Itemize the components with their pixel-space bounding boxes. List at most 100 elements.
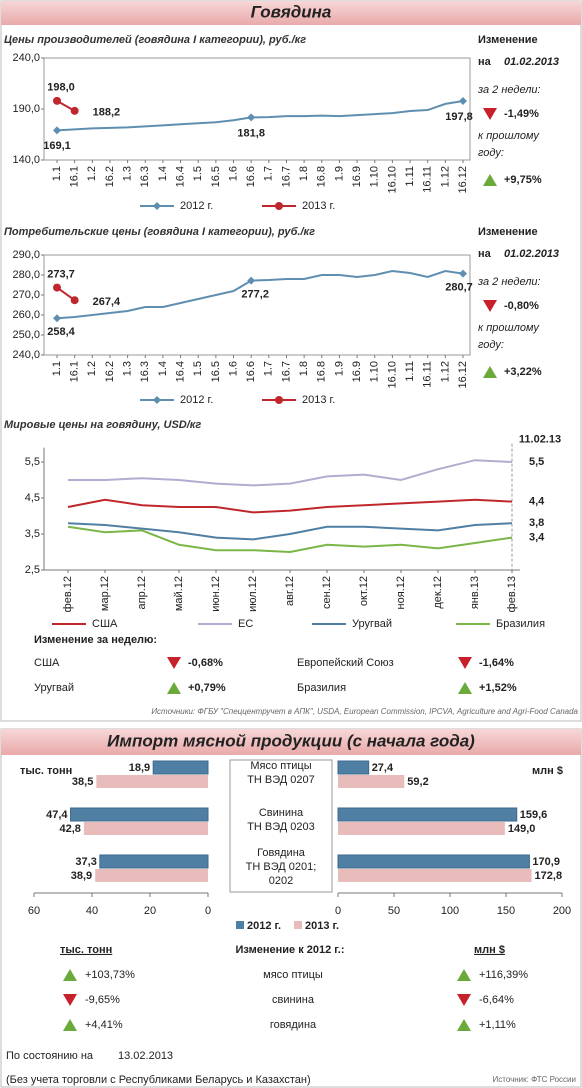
data-label: 197,8 — [445, 111, 473, 123]
legend-swatch — [294, 921, 302, 929]
data-label: 18,9 — [129, 762, 150, 774]
x-tick-label: 16.1 — [69, 166, 81, 187]
category-label: Свинина — [259, 807, 304, 819]
x-tick-label: 1.7 — [263, 361, 275, 376]
axis-unit: млн $ — [532, 765, 563, 777]
weekly-name: Европейский Союз — [297, 657, 394, 669]
status-label: По состоянию на — [6, 1050, 94, 1062]
x-tick-label: мар.12 — [99, 576, 111, 611]
panel-change: -1,49% — [504, 108, 539, 120]
table-name: говядина — [270, 1019, 317, 1031]
panel-period: к прошлому — [478, 130, 540, 142]
footer-note: (Без учета торговли с Республиками Белар… — [6, 1074, 311, 1086]
x-tick-label: 1.10 — [369, 166, 381, 187]
series-line — [68, 459, 513, 487]
x-tick-label: 1.1 — [51, 361, 63, 376]
x-tick-label: 1.2 — [86, 361, 98, 376]
x-tick-label: 1.6 — [227, 166, 239, 181]
category-label: 0202 — [269, 875, 293, 887]
x-tick-label: июн.12 — [210, 576, 222, 612]
bar — [95, 869, 208, 882]
x-tick-label: 16.10 — [386, 166, 398, 194]
x-tick-label: 100 — [441, 905, 459, 917]
category-label: ТН ВЭД 0207 — [247, 774, 315, 786]
x-tick-label: 150 — [497, 905, 515, 917]
y-tick-label: 140,0 — [12, 154, 40, 166]
category-label: ТН ВЭД 0201; — [246, 861, 317, 873]
bar — [152, 760, 209, 775]
series-line — [56, 269, 464, 320]
x-tick-label: дек.12 — [432, 576, 444, 609]
x-tick-label: 16.5 — [210, 361, 222, 382]
x-tick-label: 1.12 — [439, 166, 451, 187]
data-label: 198,0 — [47, 82, 75, 94]
table-change: -9,65% — [85, 994, 120, 1006]
legend-label: 2012 г. — [180, 394, 213, 406]
weekly-name: Уругвай — [34, 682, 74, 694]
bar — [337, 854, 530, 869]
trend-arrow — [458, 682, 472, 694]
bar — [96, 775, 208, 788]
status-date: 13.02.2013 — [118, 1050, 173, 1062]
legend-label: Бразилия — [496, 618, 545, 630]
data-label: 188,2 — [93, 107, 121, 119]
legend-label: ЕС — [238, 618, 253, 630]
point-marker — [70, 296, 79, 305]
data-label: 280,7 — [445, 282, 473, 294]
x-tick-label: 16.3 — [139, 361, 151, 382]
data-label: 47,4 — [46, 809, 68, 821]
chart-title: Мировые цены на говядину, USD/кг — [4, 419, 201, 431]
data-label: 169,1 — [43, 140, 71, 152]
bar — [337, 807, 518, 822]
bar — [99, 854, 209, 869]
legend-marker — [275, 202, 283, 210]
point-marker — [53, 126, 61, 135]
x-tick-label: 16.4 — [174, 166, 186, 187]
point-marker — [459, 269, 467, 278]
x-tick-label: 16.4 — [174, 361, 186, 382]
section-header — [1, 1, 581, 25]
weekly-change: -1,64% — [479, 657, 514, 669]
x-tick-label: апр.12 — [136, 576, 148, 609]
series-line — [56, 100, 464, 132]
data-label: 267,4 — [93, 296, 121, 308]
trend-arrow — [63, 994, 77, 1006]
x-tick-label: июл.12 — [247, 576, 259, 612]
x-tick-label: 16.7 — [280, 166, 292, 187]
panel-date: 01.02.2013 — [504, 56, 559, 68]
trend-arrow — [63, 969, 77, 981]
data-label: 38,5 — [72, 776, 93, 788]
x-tick-label: 16.8 — [316, 361, 328, 382]
footer-source: Источник: ФТС России — [493, 1075, 577, 1084]
panel-change: +3,22% — [504, 366, 542, 378]
section-title: Говядина — [251, 2, 332, 21]
axis-unit: тыс. тонн — [20, 765, 72, 777]
legend-label: Уругвай — [352, 618, 392, 630]
x-tick-label: 16.8 — [316, 166, 328, 187]
table-change: +4,41% — [85, 1019, 123, 1031]
table-change: +1,11% — [479, 1019, 516, 1031]
data-label: 159,6 — [520, 809, 548, 821]
trend-arrow — [483, 300, 497, 312]
sources: Источники: ФГБУ "Спеццентручет в АПК", U… — [151, 707, 578, 716]
x-tick-label: ноя.12 — [395, 576, 407, 609]
category-label: Говядина — [257, 847, 306, 859]
x-tick-label: 16.12 — [457, 166, 469, 194]
point-marker — [53, 314, 61, 323]
panel-period: за 2 недели: — [477, 84, 541, 96]
x-tick-label: 16.3 — [139, 166, 151, 187]
bar — [83, 822, 208, 835]
x-tick-label: 200 — [553, 905, 571, 917]
legend-label: США — [92, 618, 118, 630]
y-tick-label: 270,0 — [12, 289, 40, 301]
data-label: 38,9 — [71, 870, 92, 882]
x-tick-label: 1.12 — [439, 361, 451, 382]
data-label: 273,7 — [47, 269, 75, 281]
weekly-change: +1,52% — [479, 682, 517, 694]
x-tick-label: авг.12 — [284, 576, 296, 606]
panel-change: +9,75% — [504, 174, 542, 186]
legend-marker — [153, 202, 161, 210]
x-tick-label: 1.5 — [192, 166, 204, 181]
series-line — [67, 525, 513, 554]
x-tick-label: фев.13 — [506, 576, 518, 612]
